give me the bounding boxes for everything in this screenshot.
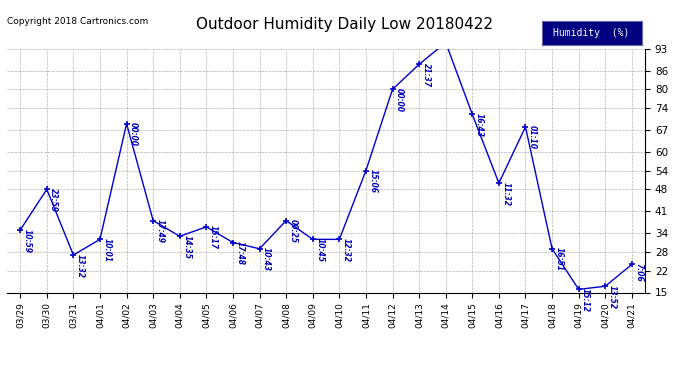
Text: 15:17: 15:17: [209, 225, 218, 249]
Text: 13:52: 13:52: [608, 285, 617, 309]
Text: 11:32: 11:32: [502, 182, 511, 206]
Text: 00:00: 00:00: [395, 88, 404, 112]
Text: 17:49: 17:49: [156, 219, 165, 243]
Text: 15:12: 15:12: [581, 288, 590, 312]
Text: 01:10: 01:10: [528, 126, 537, 150]
Text: 10:45: 10:45: [315, 238, 324, 262]
Text: 7:06: 7:06: [634, 263, 643, 282]
Text: 14:35: 14:35: [182, 235, 191, 259]
Text: 00:25: 00:25: [288, 219, 297, 243]
Text: 17:48: 17:48: [235, 241, 244, 265]
Text: 21:37: 21:37: [422, 63, 431, 87]
Text: 10:43: 10:43: [262, 248, 271, 272]
Text: Outdoor Humidity Daily Low 20180422: Outdoor Humidity Daily Low 20180422: [197, 17, 493, 32]
Text: Humidity  (%): Humidity (%): [553, 28, 630, 38]
Text: 23:59: 23:59: [49, 188, 58, 212]
Text: 16:43: 16:43: [475, 113, 484, 137]
Text: 16:51: 16:51: [555, 248, 564, 272]
Text: 12:32: 12:32: [342, 238, 351, 262]
Text: 10:59: 10:59: [23, 229, 32, 253]
Text: 15:06: 15:06: [368, 169, 377, 193]
Text: 13:32: 13:32: [76, 254, 85, 278]
Text: 10:01: 10:01: [102, 238, 111, 262]
Text: 23:07: 23:07: [0, 374, 1, 375]
Text: 00:00: 00:00: [129, 122, 138, 146]
Text: Copyright 2018 Cartronics.com: Copyright 2018 Cartronics.com: [7, 17, 148, 26]
